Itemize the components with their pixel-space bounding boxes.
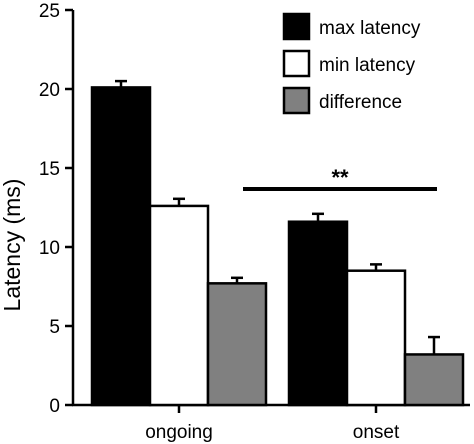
x-category-label-onset: onset <box>353 422 400 443</box>
legend-label-difference: difference <box>319 92 402 113</box>
y-tick-label-10: 10 <box>39 238 60 259</box>
y-tick-label-5: 5 <box>49 317 60 338</box>
bar-onset-max-latency <box>287 220 349 407</box>
legend-label-min-latency: min latency <box>319 55 416 76</box>
legend-swatch-min-latency <box>282 49 311 78</box>
bar-ongoing-max-latency <box>90 86 152 407</box>
bar-ongoing-min-latency <box>148 204 210 407</box>
legend-label-max-latency: max latency <box>319 18 421 39</box>
y-axis-title: Latency (ms) <box>0 179 25 312</box>
y-tick-label-25: 25 <box>39 1 60 22</box>
legend: max latency min latency difference <box>282 12 421 115</box>
x-axis: ongoing onset <box>72 403 470 443</box>
annotations: ** <box>243 165 437 191</box>
significance-label: ** <box>331 165 349 190</box>
legend-swatch-difference <box>282 86 311 115</box>
bar-onset-min-latency <box>345 269 407 407</box>
y-tick-label-15: 15 <box>39 159 60 180</box>
bar-onset-difference <box>403 353 465 407</box>
bar-ongoing-difference <box>206 282 268 407</box>
x-category-label-ongoing: ongoing <box>145 422 213 443</box>
y-tick-label-20: 20 <box>39 80 60 101</box>
bars <box>90 79 465 407</box>
legend-swatch-max-latency <box>282 12 311 41</box>
y-axis: 0 5 10 15 20 25 <box>39 1 75 417</box>
y-tick-label-0: 0 <box>49 396 60 417</box>
